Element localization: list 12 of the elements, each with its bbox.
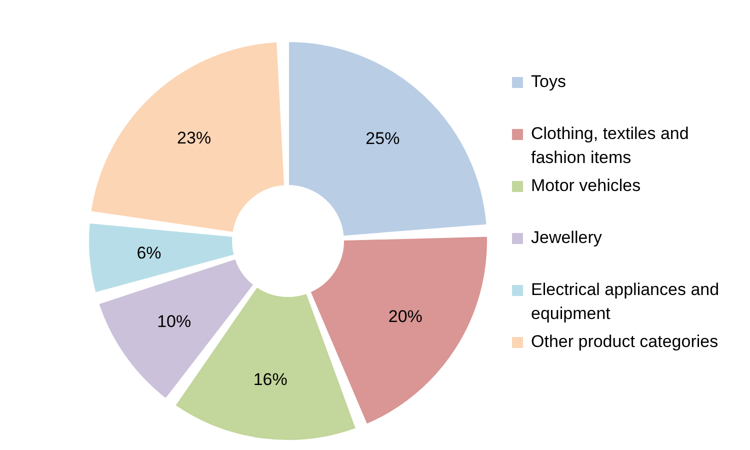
legend-label: Clothing, textiles and fashion items bbox=[531, 123, 690, 169]
legend-label: Other product categories bbox=[531, 331, 718, 353]
data-label: 20% bbox=[388, 306, 422, 326]
data-label: 6% bbox=[136, 243, 162, 262]
legend-label: Jewellery bbox=[531, 227, 602, 249]
data-label: 25% bbox=[366, 129, 400, 148]
data-label: 16% bbox=[253, 370, 288, 389]
legend-label: Motor vehicles bbox=[531, 175, 641, 197]
legend-label: Electrical appliances and equipment bbox=[531, 279, 720, 325]
legend-label: Toys bbox=[531, 71, 566, 93]
data-label: 10% bbox=[157, 312, 192, 332]
data-label: 23% bbox=[177, 128, 212, 148]
